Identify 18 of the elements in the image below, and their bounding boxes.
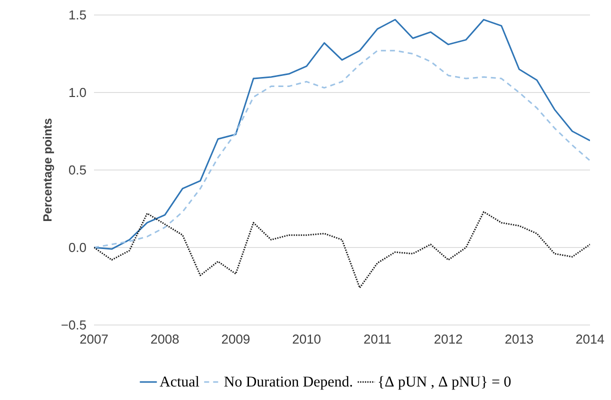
x-tick-label: 2011 <box>364 334 391 344</box>
y-tick-label: 1.0 <box>69 88 86 98</box>
y-tick-label: 0.0 <box>68 242 86 252</box>
y-axis-title: Percentage points <box>42 118 54 222</box>
legend-label: Actual <box>160 376 200 387</box>
legend-label: No Duration Depend. <box>224 376 352 390</box>
x-tick-label: 2007 <box>80 334 108 344</box>
x-tick-label: 2008 <box>151 334 179 344</box>
x-tick-label: 2009 <box>222 334 250 344</box>
x-tick-label: 2012 <box>434 334 462 344</box>
x-tick-label: 2013 <box>505 334 533 344</box>
legend-label: {Δ pUN , Δ pNU} = 0 <box>378 376 511 390</box>
x-tick-label: 2010 <box>292 334 320 344</box>
y-tick-label: 0.5 <box>68 165 86 175</box>
y-tick-label: 1.5 <box>69 10 86 20</box>
y-tick-label: −0.5 <box>62 320 86 330</box>
line-series <box>94 211 590 289</box>
x-tick-label: 2014 <box>576 334 604 344</box>
